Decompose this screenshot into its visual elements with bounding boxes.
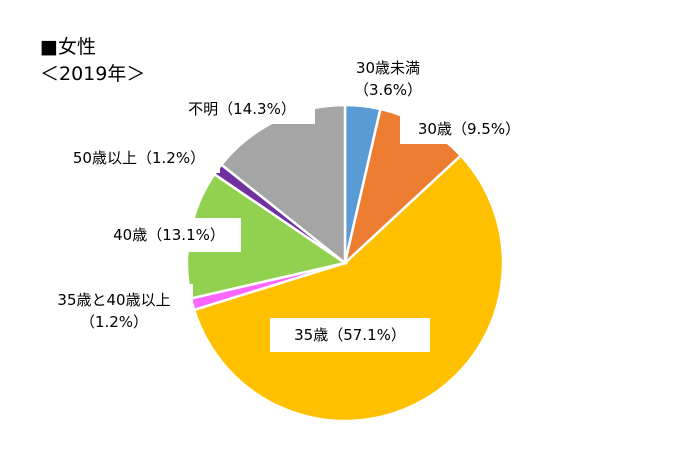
slice-label-text: 不明（14.3%）: [188, 100, 296, 118]
chart-title-line1: ■女性: [40, 36, 96, 58]
slice-label: 35歳（57.1%）: [270, 318, 430, 352]
chart-title-line2: ＜2019年＞: [40, 63, 146, 85]
slice-label: 50歳以上（1.2%）: [60, 143, 220, 173]
slice-label-text: （1.2%）: [80, 313, 148, 331]
slice-label-text: 40歳（13.1%）: [113, 226, 225, 244]
chart-title: ■女性 ＜2019年＞: [40, 34, 145, 88]
slice-label-text: （3.6%）: [354, 81, 422, 99]
slice-label-background: [170, 94, 315, 124]
slice-label-text: 30歳（9.5%）: [418, 120, 520, 138]
slice-label: 不明（14.3%）: [170, 94, 315, 124]
slice-label-background: [98, 218, 241, 252]
slice-label-background: [400, 114, 538, 144]
slice-label: 30歳未満 （3.6%）: [333, 52, 443, 106]
slice-label: 35歳と40歳以上 （1.2%）: [35, 284, 193, 338]
slice-label: 40歳（13.1%）: [98, 218, 241, 252]
slice-label-background: [333, 52, 443, 106]
pie-slice: [192, 153, 505, 423]
slice-label-text: 35歳（57.1%）: [294, 326, 406, 344]
slice-label: 30歳（9.5%）: [400, 114, 538, 144]
slice-label-background: [60, 143, 220, 173]
slice-label-background: [35, 284, 193, 338]
slice-label-background: [270, 318, 430, 352]
slice-label-text: 35歳と40歳以上: [57, 291, 170, 309]
slice-label-text: 50歳以上（1.2%）: [73, 149, 205, 167]
slice-label-text: 30歳未満: [356, 59, 420, 77]
